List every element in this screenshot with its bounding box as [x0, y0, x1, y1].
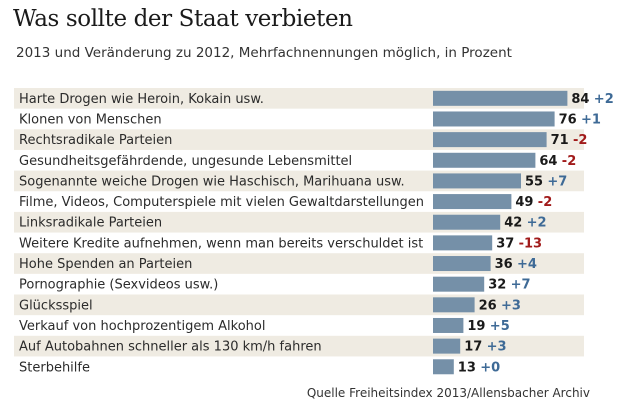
bar [433, 90, 568, 106]
bar [433, 359, 454, 375]
value-label: 36 [495, 257, 513, 272]
change-label: +5 [490, 319, 510, 334]
category-label: Auf Autobahnen schneller als 130 km/h fa… [19, 340, 322, 355]
value-label: 49 [515, 195, 533, 210]
bar [433, 276, 485, 292]
change-label: +2 [527, 216, 547, 231]
value-label: 13 [458, 360, 476, 375]
value-label: 76 [559, 112, 577, 127]
bar [433, 173, 521, 189]
change-label: +0 [480, 360, 500, 375]
bar [433, 194, 512, 210]
value-label: 17 [464, 340, 482, 355]
category-label: Hohe Spenden an Parteien [19, 257, 192, 272]
bar [433, 338, 461, 354]
category-label: Sogenannte weiche Drogen wie Haschisch, … [19, 174, 405, 189]
category-label: Verkauf von hochprozentigem Alkohol [19, 319, 265, 334]
value-label: 84 [571, 92, 589, 107]
bar [433, 317, 464, 333]
bar [433, 111, 555, 127]
change-label: +2 [594, 92, 614, 107]
change-label: +1 [581, 112, 601, 127]
change-label: -2 [573, 133, 587, 148]
value-label: 42 [504, 216, 522, 231]
category-label: Glücksspiel [19, 298, 93, 313]
change-label: +4 [517, 257, 537, 272]
value-label: 19 [467, 319, 485, 334]
chart-subtitle: 2013 und Veränderung zu 2012, Mehrfachne… [16, 45, 512, 61]
change-label: -2 [562, 154, 576, 169]
value-label: 37 [496, 236, 514, 251]
value-label: 26 [479, 298, 497, 313]
bar [433, 256, 491, 272]
bar [433, 214, 501, 230]
change-label: +7 [547, 174, 567, 189]
category-label: Pornographie (Sexvideos usw.) [19, 278, 218, 293]
category-label: Klonen von Menschen [19, 112, 162, 127]
value-label: 64 [539, 154, 557, 169]
category-label: Sterbehilfe [19, 360, 90, 375]
change-label: -13 [519, 236, 543, 251]
category-label: Rechtsradikale Parteien [19, 133, 172, 148]
bar [433, 297, 475, 313]
chart-title: Was sollte der Staat verbieten [13, 6, 353, 32]
category-label: Harte Drogen wie Heroin, Kokain usw. [19, 92, 264, 107]
change-label: +3 [501, 298, 521, 313]
category-label: Filme, Videos, Computerspiele mit vielen… [19, 195, 424, 210]
value-label: 71 [551, 133, 569, 148]
category-label: Gesundheitsgefährdende, ungesunde Lebens… [19, 154, 352, 169]
change-label: +3 [487, 340, 507, 355]
bar [433, 235, 493, 251]
change-label: +7 [511, 278, 531, 293]
source-note: Quelle Freiheitsindex 2013/Allensbacher … [306, 386, 590, 400]
bar [433, 132, 547, 148]
value-label: 32 [488, 278, 506, 293]
change-label: -2 [538, 195, 552, 210]
category-label: Linksradikale Parteien [19, 216, 162, 231]
value-label: 55 [525, 174, 543, 189]
row-background [14, 294, 584, 316]
bar [433, 152, 536, 168]
category-label: Weitere Kredite aufnehmen, wenn man bere… [19, 236, 423, 251]
